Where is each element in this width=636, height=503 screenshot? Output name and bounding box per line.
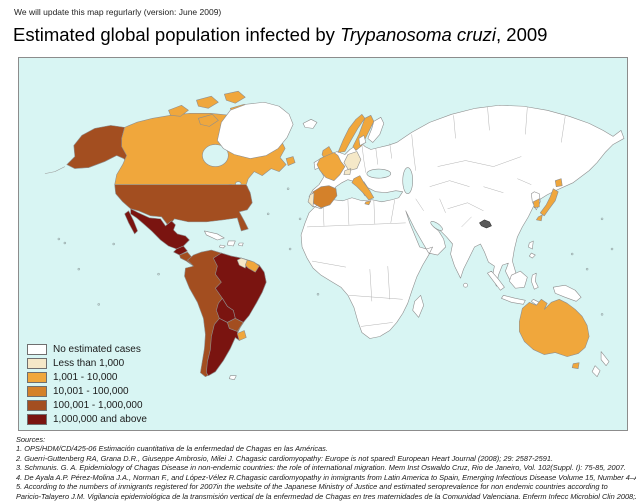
legend-swatch [27,372,47,383]
country-afro-eurasia [301,105,624,338]
source-line: Paricio-Talayero J.M. Vigilancia epidemi… [16,491,636,501]
sources-heading: Sources: [16,435,46,444]
country-sri-lanka [464,283,468,287]
source-line: 2. Guerri-Guttenberg RA, Grana D.R., Giu… [16,453,554,463]
country-mexico [131,209,190,249]
country-denmark [359,135,366,145]
source-line: 1. OPS/HDM/CD/425-06 Estimación cuantita… [16,444,328,454]
island-tasmania [572,363,579,369]
falkland-islands [229,376,236,380]
country-south-korea [533,199,539,208]
legend-swatch [27,400,47,411]
country-sweden [353,115,374,150]
country-madagascar [413,295,424,317]
country-guyana [237,258,247,268]
country-australia [519,299,589,356]
island-new-guinea [553,285,581,301]
hudson-bay [202,144,228,166]
legend-label: 100,001 - 1,000,000 [53,400,143,411]
legend-item: 1,001 - 10,000 [27,371,147,384]
country-portugal [308,193,314,207]
legend-item: Less than 1,000 [27,357,147,370]
persian-gulf [429,220,443,232]
country-norway [338,114,365,152]
world-map-svg [19,58,627,430]
black-sea [367,169,391,178]
newfoundland-island [286,157,295,166]
source-line: 3. Schmunis. G. A. Epidemiology of Chaga… [16,463,626,473]
country-uruguay [237,330,246,340]
country-indonesia [487,271,541,306]
country-new-zealand [592,352,609,377]
title-prefix: Estimated global population infected by [13,24,341,45]
country-suriname [245,260,259,272]
country-italy [352,176,374,205]
small-islands [58,188,613,315]
sources: Sources: 1. OPS/HDM/CD/425-06 Estimación… [16,435,636,501]
country-argentina [206,318,239,375]
caribbean-islands [204,231,243,248]
kashmir-disputed-area [479,220,491,228]
title-species-italic: Trypanosoma cruzi [340,24,496,45]
country-usa [115,185,253,231]
country-france [317,153,345,181]
baja-california [125,211,138,234]
caspian-sea [403,168,413,194]
legend-swatch [27,414,47,425]
title-suffix: , 2009 [496,24,548,45]
legend-item: No estimated cases [27,343,147,356]
legend-label: 1,001 - 10,000 [53,372,118,383]
legend-label: 1,000,000 and above [53,414,147,425]
legend-swatch [27,386,47,397]
source-line: 5. According to the numbers of inmigrant… [16,482,608,492]
world-map: No estimated cases Less than 1,000 1,001… [18,57,628,431]
country-switzerland [344,169,351,175]
legend-item: 1,000,000 and above [27,413,147,426]
country-borders-decorative [307,106,565,326]
country-germany [344,152,361,171]
country-iceland [303,119,317,128]
source-line: 4. De Ayala A.P. Pérez-Molina J.A., Norm… [16,472,636,482]
country-greenland [217,102,293,158]
legend-label: 10,001 - 100,000 [53,386,129,397]
country-guatemala [173,246,187,255]
version-note: We will update this map regurlarly (vers… [14,7,222,17]
legend-label: No estimated cases [53,344,141,355]
country-japan [536,179,562,221]
aleutian-islands [45,167,65,174]
map-legend: No estimated cases Less than 1,000 1,001… [27,343,147,427]
legend-item: 10,001 - 100,000 [27,385,147,398]
legend-item: 100,001 - 1,000,000 [27,399,147,412]
legend-label: Less than 1,000 [53,358,125,369]
legend-swatch [27,358,47,369]
country-finland [368,117,384,142]
map-title: Estimated global population infected by … [13,24,547,46]
country-philippines [528,241,535,258]
legend-swatch [27,344,47,355]
